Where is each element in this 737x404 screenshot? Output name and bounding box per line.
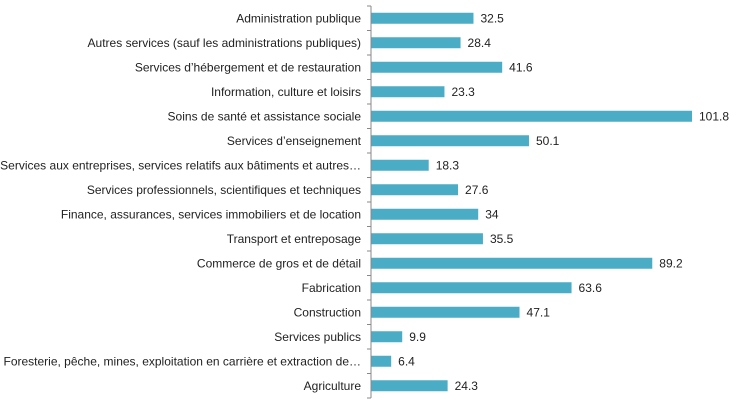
- bar: [371, 380, 448, 392]
- category-label: Soins de santé et assistance sociale: [168, 109, 362, 123]
- data-label: 32.5: [480, 11, 504, 25]
- bar: [371, 282, 572, 294]
- bar: [371, 61, 503, 73]
- data-label: 101.8: [699, 109, 729, 123]
- category-label: Services publics: [274, 330, 361, 344]
- bar: [371, 37, 461, 49]
- data-label: 35.5: [490, 232, 514, 246]
- category-label: Construction: [294, 305, 361, 319]
- category-label: Services d’enseignement: [227, 134, 362, 148]
- category-label: Agriculture: [304, 379, 362, 393]
- data-label: 18.3: [436, 158, 460, 172]
- category-label: Services d’hébergement et de restauratio…: [135, 60, 361, 74]
- bar: [371, 208, 479, 220]
- data-label: 47.1: [527, 305, 551, 319]
- bar: [371, 110, 692, 122]
- data-label: 41.6: [509, 60, 533, 74]
- bar: [371, 331, 403, 343]
- bar: [371, 355, 392, 367]
- bar: [371, 159, 429, 171]
- data-label: 63.6: [579, 281, 603, 295]
- category-labels: Administration publique Autres services (…: [0, 11, 361, 393]
- data-label: 23.3: [451, 85, 475, 99]
- category-label: Foresterie, pêche, mines, exploitation e…: [3, 354, 361, 368]
- data-label: 24.3: [455, 379, 479, 393]
- category-label: Autres services (sauf les administration…: [88, 36, 361, 50]
- value-labels: 32.5 28.4 41.6 23.3 101.8 50.1 18.3 27.6 34 35.5 8…: [398, 11, 729, 393]
- category-label: Commerce de gros et de détail: [197, 256, 361, 270]
- data-label: 34: [485, 207, 499, 221]
- data-label: 6.4: [398, 354, 415, 368]
- bar: [371, 184, 459, 196]
- category-label: Services aux entreprises, services relat…: [0, 158, 361, 172]
- bar: [371, 233, 483, 245]
- category-label: Fabrication: [302, 281, 361, 295]
- y-axis-ticks: [367, 5, 371, 399]
- data-label: 9.9: [409, 330, 426, 344]
- bar: [371, 306, 520, 318]
- category-label: Finance, assurances, services immobilier…: [61, 207, 361, 221]
- data-label: 89.2: [659, 256, 683, 270]
- bar: [371, 86, 445, 98]
- bar: [371, 257, 653, 269]
- data-label: 27.6: [465, 183, 489, 197]
- category-label: Administration publique: [236, 11, 361, 25]
- bar: [371, 12, 474, 24]
- data-label: 28.4: [468, 36, 492, 50]
- category-label: Transport et entreposage: [227, 232, 362, 246]
- category-label: Information, culture et loisirs: [211, 85, 361, 99]
- category-label: Services professionnels, scientifiques e…: [87, 183, 361, 197]
- bars: [371, 12, 692, 392]
- data-label: 50.1: [536, 134, 560, 148]
- bar: [371, 135, 529, 147]
